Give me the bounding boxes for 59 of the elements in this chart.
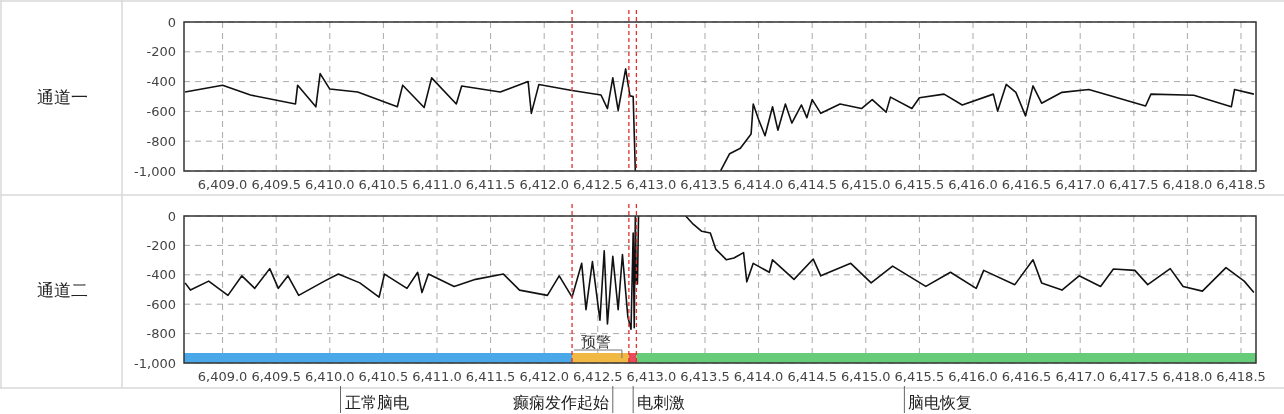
x-tick-label: 6,412.0	[519, 177, 569, 192]
x-tick-label: 6,409.0	[197, 177, 248, 192]
x-tick-label: 6,414.5	[787, 369, 837, 384]
x-tick-label: 6,411.5	[465, 177, 516, 192]
x-tick-label: 6,411.0	[412, 177, 462, 192]
x-tick-label: 6,416.5	[1001, 177, 1052, 192]
annotation: 预警	[580, 333, 611, 351]
x-tick-label: 6,415.5	[894, 369, 945, 384]
x-tick-label: 6,413.5	[680, 177, 730, 192]
x-tick-label: 6,417.5	[1108, 177, 1159, 192]
x-tick-label: 6,416.0	[948, 177, 998, 192]
x-tick-label: 6,417.0	[1055, 177, 1105, 192]
x-tick-label: 6,418.0	[1162, 177, 1213, 192]
y-tick-label: 0	[167, 208, 176, 224]
x-tick-label: 6,410.0	[304, 177, 355, 192]
annotation: 癫痫发作起始	[512, 393, 609, 412]
y-tick-label: -200	[146, 44, 176, 60]
x-tick-label: 6,410.0	[304, 369, 355, 384]
x-tick-label: 6,410.5	[358, 369, 409, 384]
y-tick-label: -800	[146, 326, 176, 342]
annotation: 正常脑电	[344, 393, 409, 412]
x-tick-label: 6,409.0	[197, 369, 248, 384]
x-tick-label: 6,411.5	[465, 369, 516, 384]
x-tick-label: 6,410.5	[358, 177, 409, 192]
x-tick-label: 6,417.5	[1108, 369, 1159, 384]
x-tick-label: 6,413.0	[626, 369, 677, 384]
x-tick-label: 6,415.5	[894, 177, 945, 192]
x-tick-label: 6,414.0	[733, 369, 784, 384]
x-tick-label: 6,418.0	[1162, 369, 1213, 384]
annotation: 脑电恢复	[908, 393, 973, 412]
x-tick-label: 6,409.5	[251, 369, 301, 384]
y-tick-label: -600	[146, 103, 176, 119]
x-tick-label: 6,412.5	[572, 369, 623, 384]
y-tick-label: -800	[146, 133, 176, 149]
y-tick-label: -200	[146, 237, 176, 253]
x-tick-label: 6,417.0	[1055, 369, 1105, 384]
annotation: 电刺激	[637, 393, 686, 412]
x-tick-label: 6,411.0	[412, 369, 462, 384]
y-tick-label: 0	[167, 14, 176, 30]
x-tick-label: 6,414.5	[787, 177, 837, 192]
y-axis-title: 通道一	[36, 86, 88, 107]
x-tick-label: 6,412.0	[519, 369, 569, 384]
x-tick-label: 6,416.5	[1001, 369, 1052, 384]
x-tick-label: 6,414.0	[733, 177, 784, 192]
y-tick-label: -400	[146, 74, 176, 90]
x-tick-label: 6,415.0	[840, 369, 891, 384]
x-tick-label: 6,413.5	[680, 369, 730, 384]
x-tick-label: 6,413.0	[626, 177, 677, 192]
y-tick-label: -1,000	[134, 355, 176, 371]
x-tick-label: 6,416.0	[948, 369, 998, 384]
x-tick-label: 6,412.5	[572, 177, 623, 192]
y-tick-label: -1,000	[134, 163, 176, 179]
x-tick-label: 6,418.5	[1216, 177, 1266, 192]
y-axis-title: 通道二	[36, 279, 88, 300]
y-tick-label: -600	[146, 296, 176, 312]
x-tick-label: 6,415.0	[840, 177, 891, 192]
y-tick-label: -400	[146, 267, 176, 283]
x-tick-label: 6,418.5	[1216, 369, 1266, 384]
x-tick-label: 6,409.5	[251, 177, 301, 192]
